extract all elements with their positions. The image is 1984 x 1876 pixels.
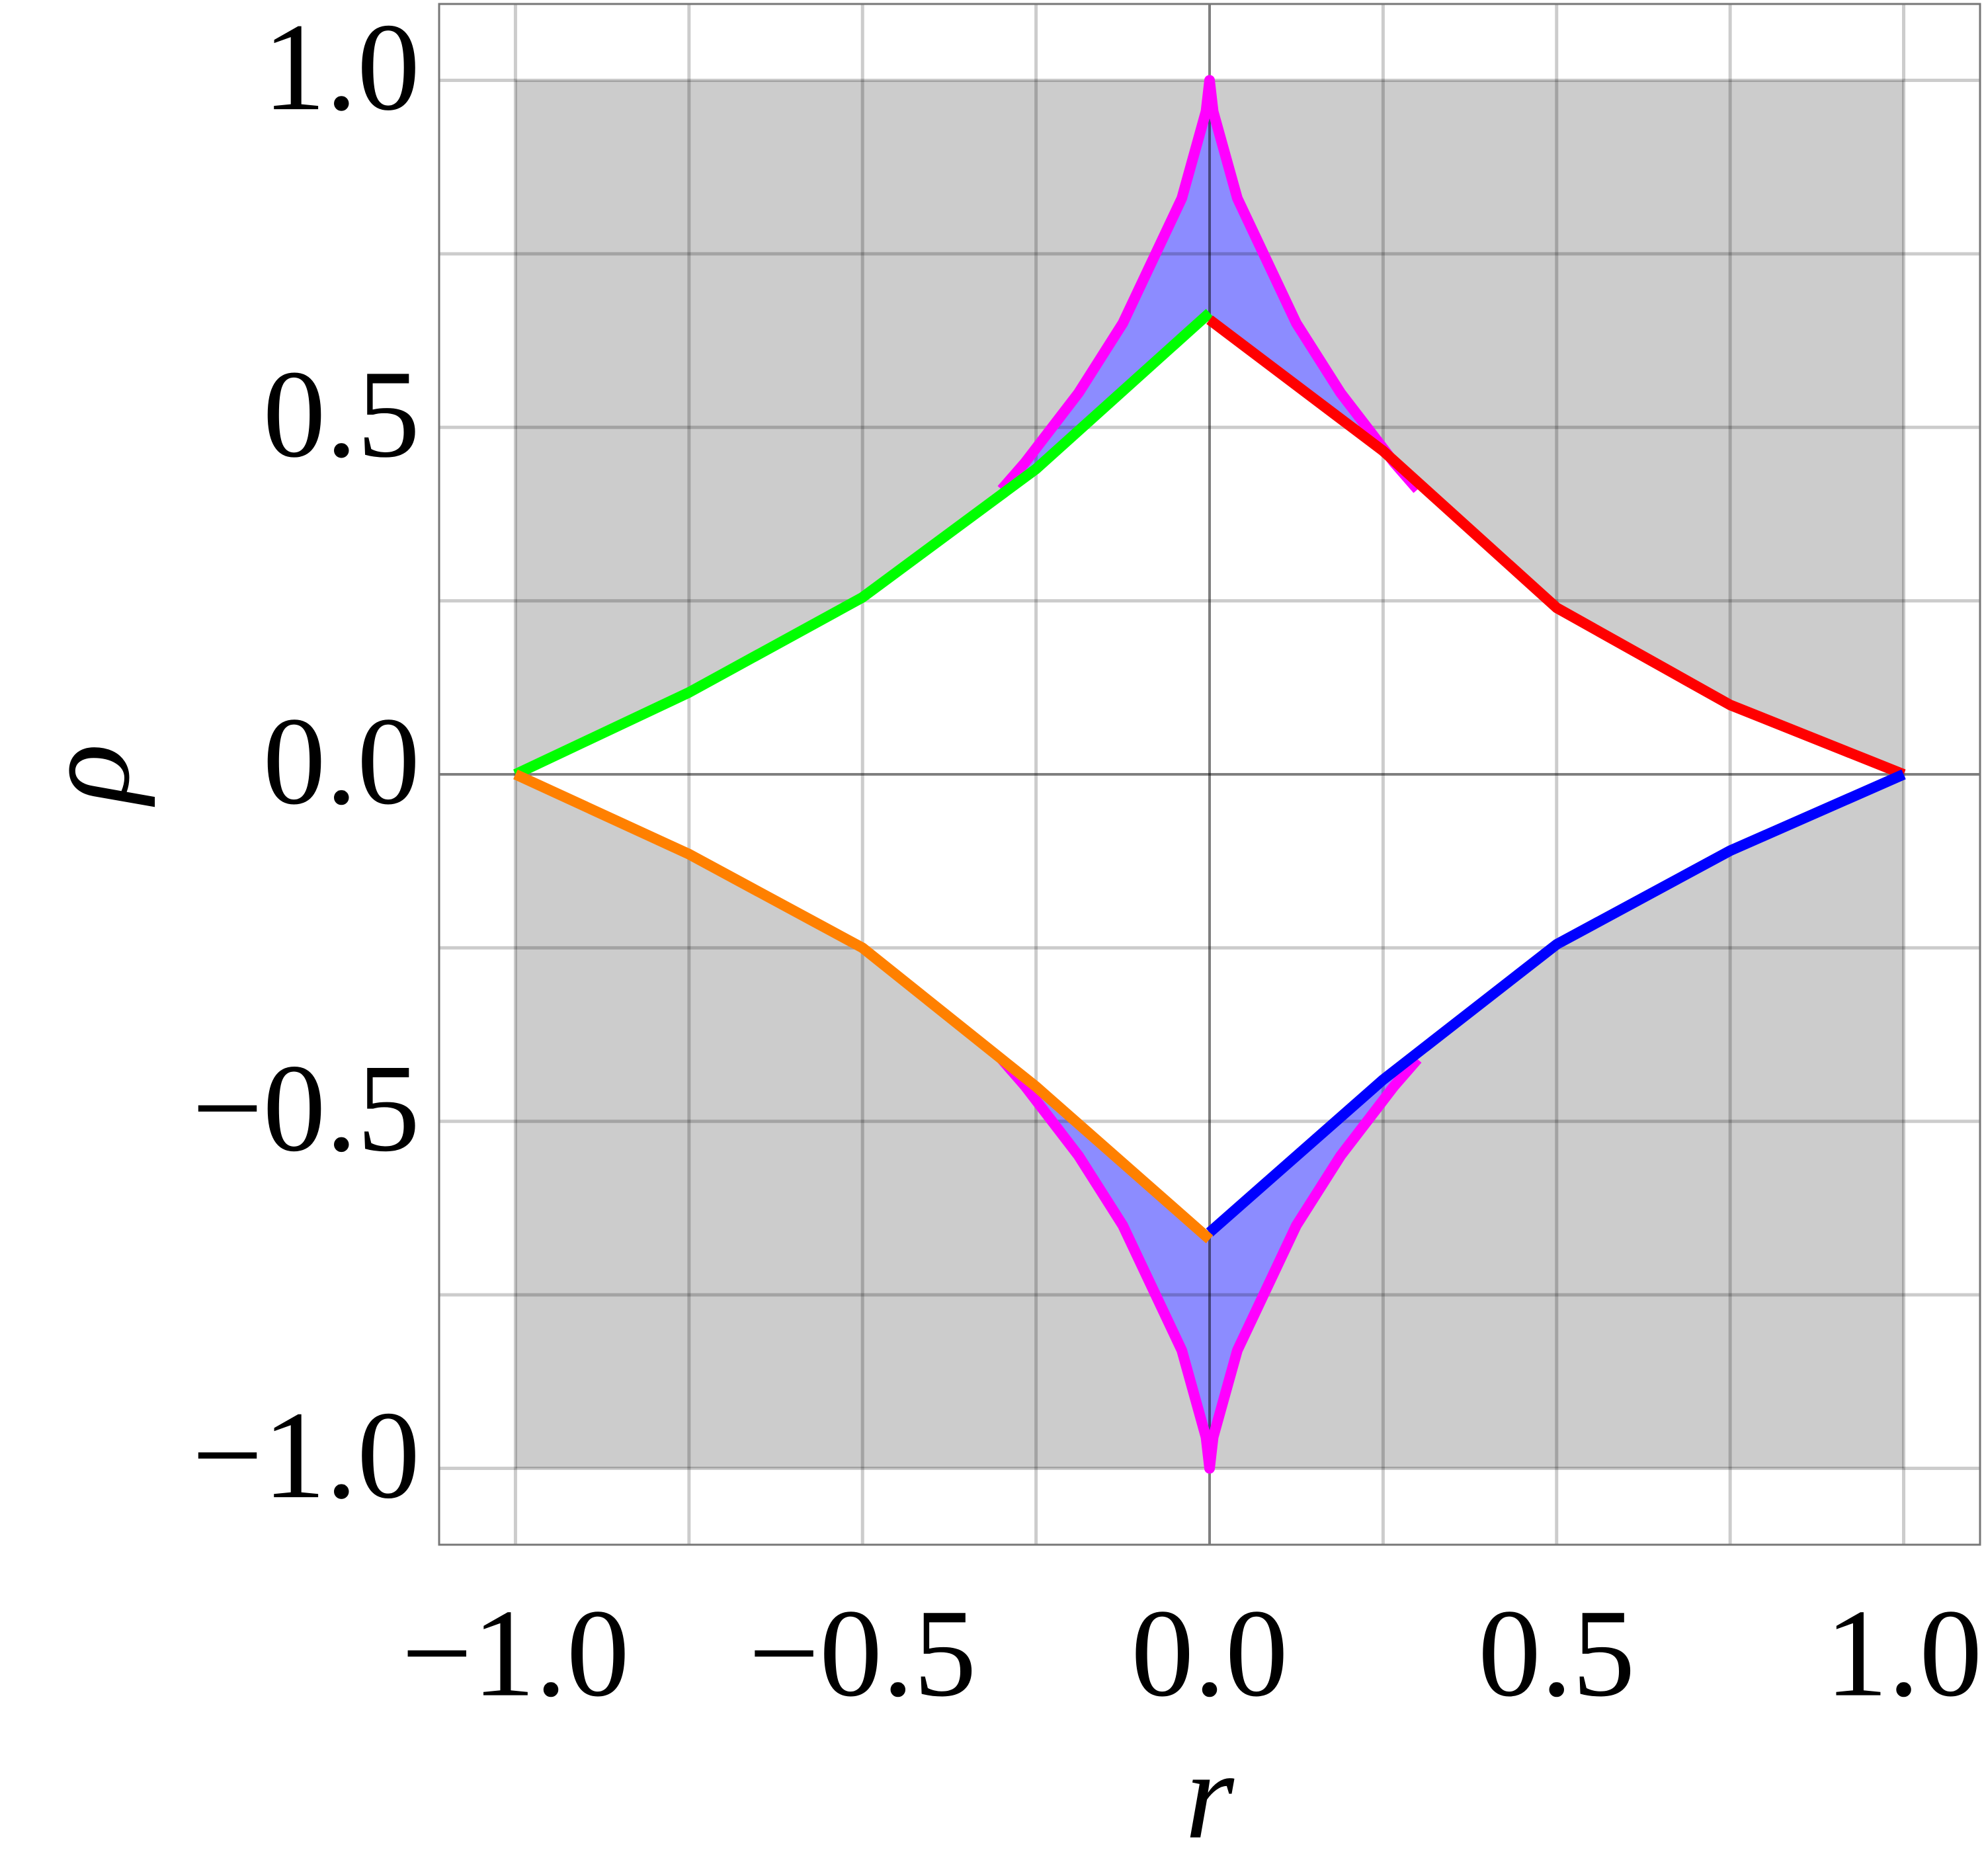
curve <box>1206 315 1906 780</box>
curve <box>513 769 1214 1244</box>
y-tick-label: −1.0 <box>192 1386 420 1525</box>
x-tick-label: 0.5 <box>1478 1584 1635 1723</box>
x-axis-label: r <box>1185 1727 1235 1865</box>
y-axis-label: ρ <box>17 743 156 807</box>
curve <box>513 309 1214 780</box>
curve <box>997 75 1422 1474</box>
y-tick-label: 0.5 <box>263 345 421 484</box>
y-tick-label: 1.0 <box>263 0 421 137</box>
x-tick-label: −1.0 <box>401 1584 630 1723</box>
curve <box>1206 769 1906 1237</box>
plot-frame <box>438 3 1981 1546</box>
y-tick-label: −0.5 <box>192 1039 420 1178</box>
x-tick-label: −0.5 <box>749 1584 977 1723</box>
x-tick-label: 1.0 <box>1825 1584 1983 1723</box>
y-tick-label: 0.0 <box>263 692 421 831</box>
x-tick-label: 0.0 <box>1131 1584 1288 1723</box>
